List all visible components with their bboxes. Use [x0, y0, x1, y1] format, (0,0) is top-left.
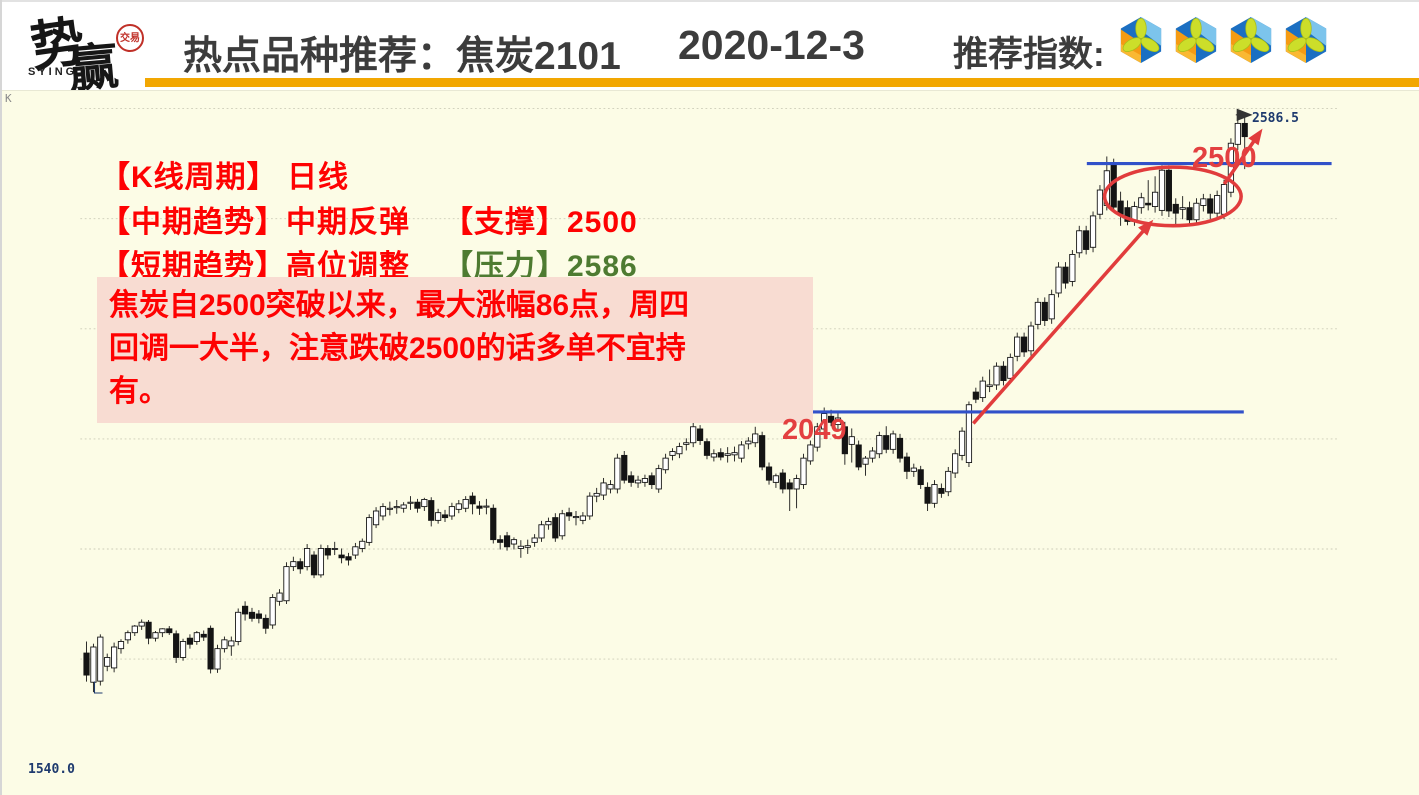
page-title: 热点品种推荐：焦炭2101: [183, 35, 621, 78]
date-label: 2020-12-3: [678, 22, 865, 68]
rating-label: 推荐指数:: [953, 35, 1105, 74]
high-price-callout: 2586.5: [1252, 111, 1299, 126]
level-label-2500: 2500: [1192, 142, 1257, 174]
note-line: 焦炭自2500突破以来，最大涨幅86点，周四: [109, 289, 690, 322]
k-period-annotation: 【K线周期】 日线: [100, 161, 349, 194]
window-left-edge: [0, 0, 2, 795]
rating-cube-icon: [1285, 17, 1327, 63]
note-box: 焦炭自2500突破以来，最大涨幅86点，周四 回调一大半，注意跌破2500的话多…: [97, 277, 813, 423]
header-underline: [145, 78, 1419, 87]
low-price-callout: 1540.0: [28, 762, 75, 777]
chart-corner-label: K: [5, 92, 12, 105]
window-top-edge: [0, 0, 1419, 2]
logo-subtitle: SYING: [28, 66, 78, 78]
note-line: 有。: [109, 375, 169, 408]
rating-cube-icon: [1120, 17, 1162, 63]
rating-cube-icon: [1175, 17, 1217, 63]
brand-logo: 势 赢 交易 SYING: [24, 2, 164, 99]
note-line: 回调一大半，注意跌破2500的话多单不宜持: [109, 332, 686, 365]
level-label-2049: 2049: [782, 414, 847, 446]
rating-cube-icon: [1230, 17, 1272, 63]
header-bar: 势 赢 交易 SYING 热点品种推荐：焦炭2101 2020-12-3 推荐指…: [0, 0, 1419, 99]
candlestick-plot: [80, 108, 1339, 694]
support-annotation: 【支撑】2500: [443, 206, 638, 239]
rating-cubes: [1118, 16, 1329, 64]
logo-seal-stamp: 交易: [116, 24, 144, 52]
mid-trend-annotation: 【中期趋势】中期反弹: [100, 206, 410, 239]
